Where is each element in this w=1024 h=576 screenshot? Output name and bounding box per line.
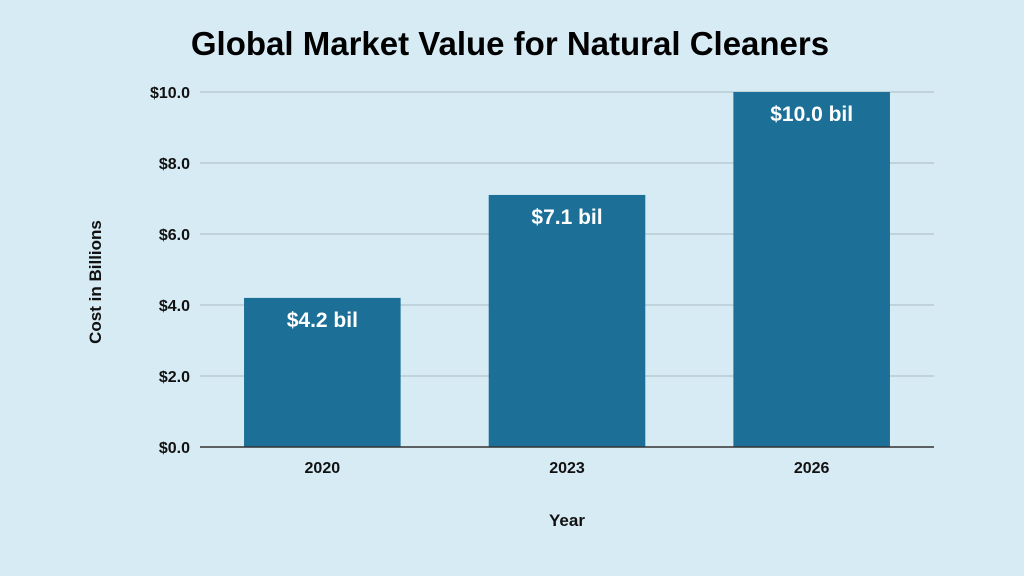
bars: $4.2 bil $7.1 bil $10.0 bil (244, 92, 890, 447)
chart-title: Global Market Value for Natural Cleaners (191, 25, 829, 62)
y-axis-ticks: $0.0 $2.0 $4.0 $6.0 $8.0 $10.0 (150, 85, 190, 457)
bar (488, 194, 646, 447)
x-tick-label: 2020 (305, 460, 341, 477)
bar-data-label: $10.0 bil (770, 103, 853, 126)
y-tick-label: $10.0 (150, 85, 190, 102)
bar (733, 92, 890, 447)
y-tick-label: $8.0 (159, 156, 190, 173)
bar-data-label: $7.1 bil (531, 206, 602, 229)
y-tick-label: $0.0 (159, 440, 190, 457)
x-axis-label: Year (549, 511, 585, 530)
y-axis-label: Cost in Billions (86, 220, 105, 344)
y-tick-label: $2.0 (159, 369, 190, 386)
y-tick-label: $6.0 (159, 227, 190, 244)
x-tick-label: 2023 (549, 460, 585, 477)
x-tick-label: 2026 (794, 460, 830, 477)
bar (244, 297, 401, 447)
y-tick-label: $4.0 (159, 298, 190, 315)
bar-data-label: $4.2 bil (287, 309, 358, 332)
x-axis-ticks: 2020 2023 2026 (305, 460, 830, 477)
